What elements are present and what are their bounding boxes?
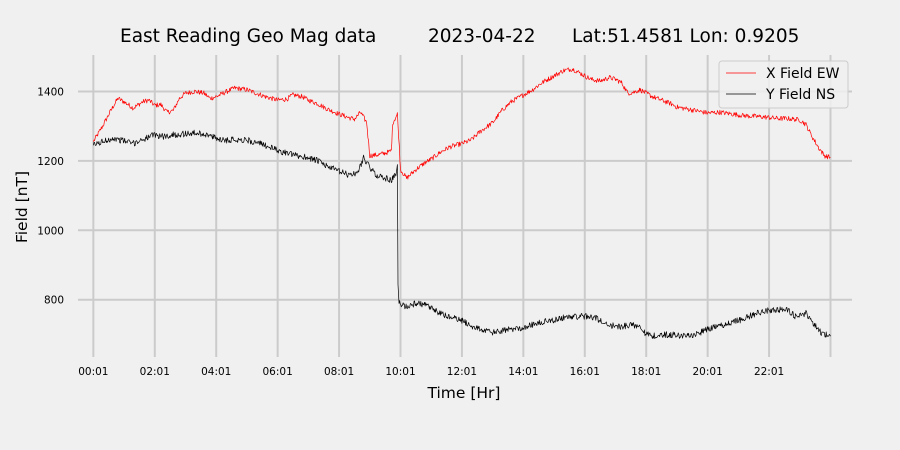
x-tick-label: 00:01 [78,366,108,378]
x-tick-label: 06:01 [263,366,293,378]
tick-labels: 00:01 02:01 04:01 06:01 08:01 10:01 12:01 14:01… [37,86,784,378]
series-line-y-field-ns [93,129,831,340]
legend-label-x-field: X Field EW [766,66,840,82]
x-tick-label: 08:01 [324,366,354,378]
chart-title-station: East Reading Geo Mag data [120,26,376,47]
x-tick-label: 04:01 [201,366,231,378]
chart-title: East Reading Geo Mag data 2023-04-22 Lat… [120,26,799,47]
y-tick-label: 800 [44,295,64,307]
x-tick-label: 20:01 [693,366,723,378]
x-tick-label: 16:01 [570,366,600,378]
x-tick-label: 14:01 [508,366,538,378]
x-tick-label: 10:01 [385,366,415,378]
legend: X Field EW Y Field NS [718,60,849,109]
x-tick-label: 12:01 [447,366,477,378]
y-tick-label: 1000 [37,225,64,237]
legend-label-y-field: Y Field NS [765,87,835,103]
x-axis-label: Time [Hr] [427,384,501,402]
y-tick-label: 1200 [37,156,64,168]
chart-title-date: 2023-04-22 [428,26,536,47]
x-tick-label: 02:01 [140,366,170,378]
chart-title-location: Lat:51.4581 Lon: 0.9205 [572,26,799,47]
plot-series [93,67,831,340]
y-axis-label: Field [nT] [13,171,31,243]
x-tick-label: 18:01 [631,366,661,378]
series-line-x-field-ew [93,67,831,180]
y-tick-label: 1400 [37,86,64,98]
x-tick-label: 22:01 [754,366,784,378]
